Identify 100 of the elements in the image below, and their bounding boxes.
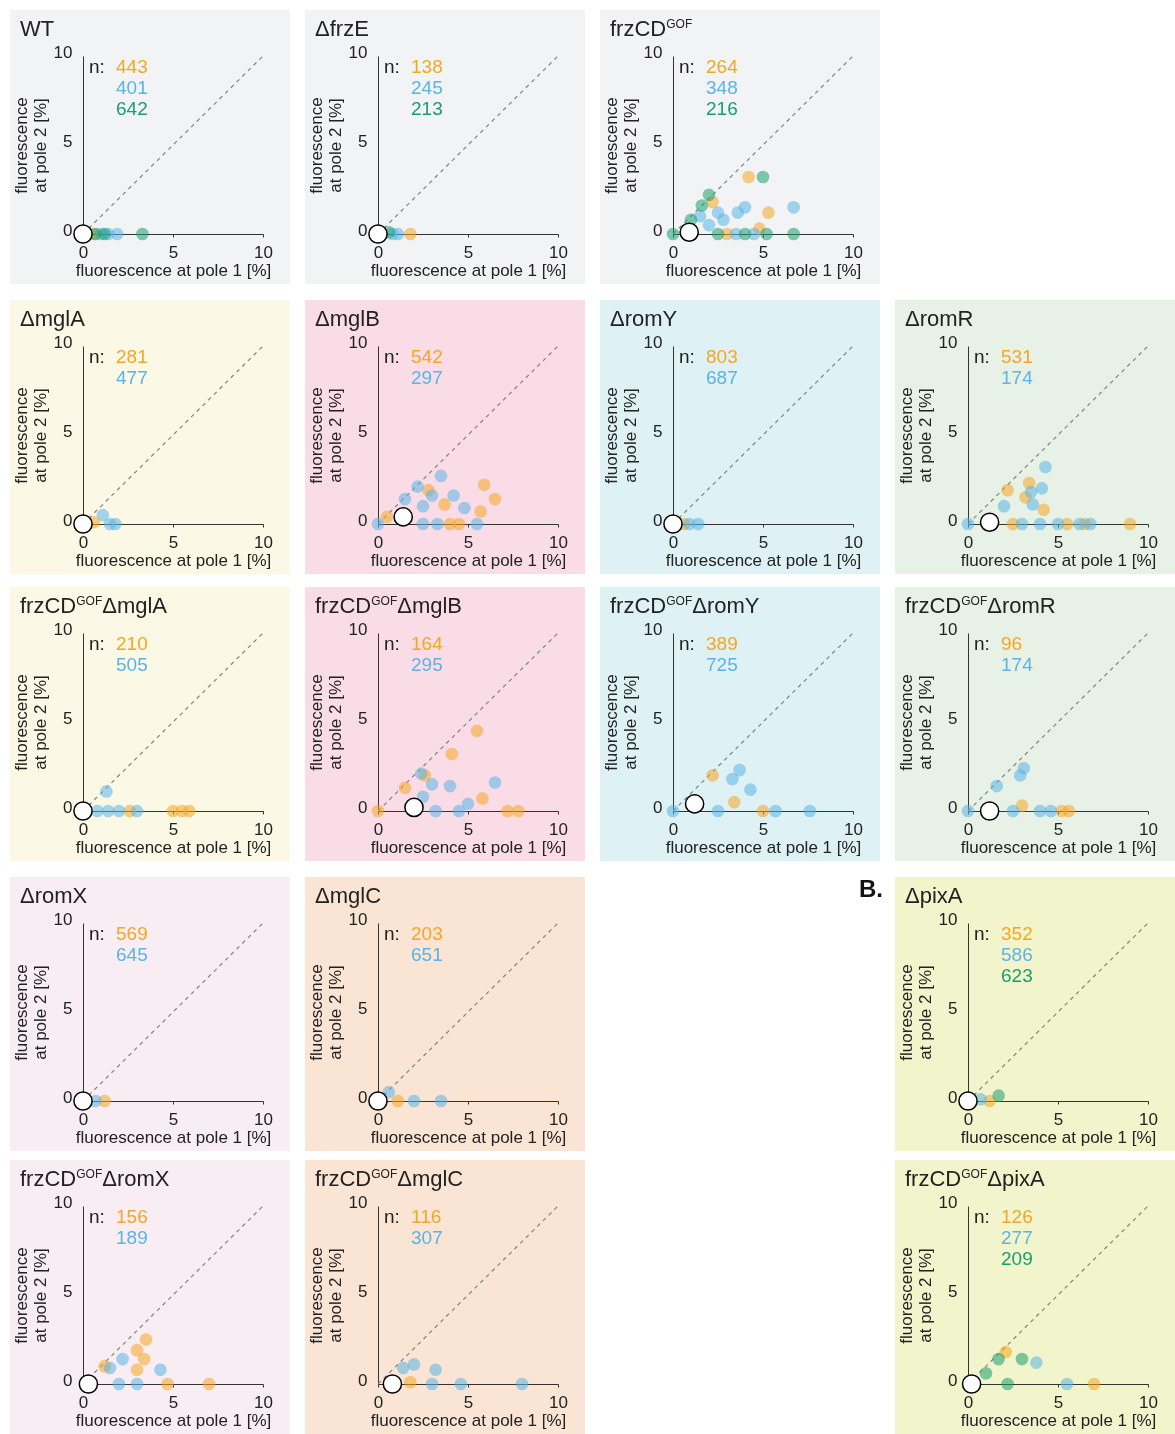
x-tick-label: 10 [844, 819, 863, 839]
y-tick-label: 10 [348, 1192, 368, 1212]
point [96, 508, 110, 522]
y-tick-label: 5 [653, 708, 663, 728]
point [103, 517, 117, 531]
y-tick-label: 5 [63, 421, 73, 441]
annotation: n: [974, 633, 990, 654]
annotation: n: [679, 633, 695, 654]
text: 505 [116, 654, 148, 675]
chart-title: frzCD$^{GOF}$ΔpixA [905, 1166, 1045, 1192]
text: 277 [1001, 1227, 1033, 1248]
text: 203 [411, 923, 443, 944]
point [769, 804, 782, 818]
chart-title: ΔmglA [20, 306, 85, 332]
x-axis-title: fluorescence at pole 1 [%] [75, 260, 272, 280]
annotation: n: [89, 1206, 105, 1227]
y-tick-label: 5 [948, 998, 958, 1018]
y-axis-title: fluorescence at pole 2 [%] [896, 674, 935, 771]
x-tick-label: 5 [168, 819, 179, 839]
annotation: n: [384, 633, 400, 654]
point [726, 772, 739, 786]
y-axis-title: fluorescence at pole 2 [%] [306, 97, 345, 194]
x-tick-label: 10 [549, 242, 568, 262]
text: 126 [1001, 1206, 1033, 1227]
x-tick-label: 0 [668, 242, 679, 262]
x-tick-label: 0 [668, 532, 679, 552]
text: 174 [1001, 367, 1034, 388]
y-tick-label: 0 [358, 797, 368, 817]
y-tick-label: 5 [948, 421, 958, 441]
y-axis-title: fluorescence at pole 2 [%] [896, 1247, 935, 1344]
y-tick-label: 5 [358, 421, 368, 441]
point [727, 795, 741, 809]
x-tick-label: 0 [373, 1109, 384, 1129]
annotation: n: [89, 56, 105, 77]
x-tick-label: 5 [168, 1109, 179, 1129]
x-axis-title: fluorescence at pole 1 [%] [960, 1127, 1157, 1147]
annotation: n: [384, 923, 400, 944]
text: 542 [411, 346, 443, 367]
chart-title: frzCD$^{GOF}$ΔromY [610, 593, 760, 619]
y-tick-label: 0 [63, 220, 73, 240]
chart-title: frzCD$^{GOF}$ [610, 16, 693, 42]
point [1044, 804, 1058, 818]
y-tick-label: 0 [63, 797, 73, 817]
x-tick-label: 0 [963, 1109, 974, 1129]
point [684, 794, 705, 814]
text: 216 [706, 98, 738, 119]
annotation: n: [974, 346, 990, 367]
y-tick-label: 10 [643, 332, 663, 352]
text: 651 [411, 944, 443, 965]
x-tick-label: 10 [1139, 819, 1158, 839]
annotation: n: [89, 346, 105, 367]
point [702, 218, 716, 232]
y-tick-label: 0 [63, 510, 73, 530]
y-tick-label: 10 [53, 619, 73, 639]
point [787, 227, 800, 241]
text: 586 [1001, 944, 1033, 965]
x-axis-title: fluorescence at pole 1 [%] [370, 1127, 567, 1147]
y-tick-label: 10 [53, 909, 73, 929]
point [803, 804, 817, 818]
x-tick-label: 10 [254, 819, 273, 839]
y-axis-title: fluorescence at pole 2 [%] [11, 387, 50, 484]
x-tick-label: 0 [78, 242, 89, 262]
y-tick-label: 10 [348, 42, 368, 62]
y-tick-label: 10 [348, 619, 368, 639]
chart-title: ΔromX [20, 883, 88, 909]
point [73, 514, 93, 534]
point [1013, 769, 1027, 782]
text: 531 [1001, 346, 1033, 367]
text: 623 [1001, 965, 1033, 986]
annotation: n: [384, 346, 400, 367]
x-tick-label: 10 [549, 1392, 568, 1412]
point [742, 170, 755, 184]
point [706, 769, 719, 782]
y-tick-label: 0 [358, 510, 368, 530]
text: 156 [116, 1206, 148, 1227]
y-tick-label: 0 [358, 1370, 368, 1390]
x-tick-label: 5 [168, 532, 179, 552]
x-tick-label: 5 [1053, 532, 1064, 552]
text: 164 [411, 633, 444, 654]
text: 803 [706, 346, 738, 367]
x-tick-label: 5 [758, 819, 769, 839]
y-tick-label: 0 [653, 220, 663, 240]
y-tick-label: 10 [53, 42, 73, 62]
x-axis-title: fluorescence at pole 1 [%] [960, 837, 1157, 857]
text: 213 [411, 98, 443, 119]
x-axis-title: fluorescence at pole 1 [%] [370, 550, 567, 570]
text: 642 [116, 98, 148, 119]
x-axis-title: fluorescence at pole 1 [%] [75, 1410, 272, 1430]
point [1033, 804, 1047, 818]
point [1062, 804, 1076, 818]
x-tick-label: 5 [463, 819, 474, 839]
x-tick-label: 5 [463, 532, 474, 552]
x-tick-label: 0 [78, 1392, 89, 1412]
x-tick-label: 0 [373, 1392, 384, 1412]
y-tick-label: 0 [358, 220, 368, 240]
chart-title: WT [20, 16, 55, 42]
chart-title: ΔromR [905, 306, 974, 332]
x-axis-title: fluorescence at pole 1 [%] [370, 260, 567, 280]
x-tick-label: 10 [1139, 1109, 1158, 1129]
y-tick-label: 0 [63, 1370, 73, 1390]
